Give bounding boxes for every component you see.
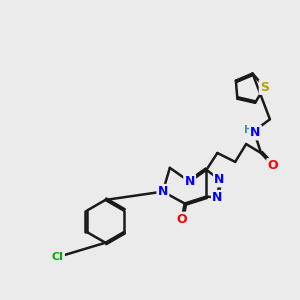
Text: N: N [212, 191, 223, 204]
Text: O: O [176, 213, 187, 226]
Text: O: O [268, 159, 278, 172]
Text: N: N [158, 185, 168, 198]
Text: N: N [214, 173, 224, 186]
Text: N: N [250, 126, 261, 139]
Text: H: H [244, 125, 253, 135]
Text: N: N [184, 175, 195, 188]
Text: S: S [260, 81, 269, 94]
Text: Cl: Cl [52, 252, 64, 262]
